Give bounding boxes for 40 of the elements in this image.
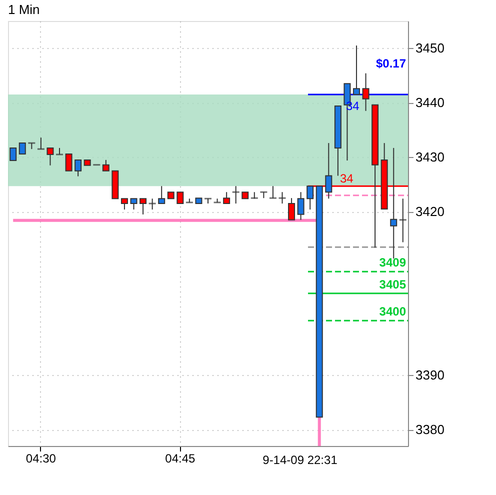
candlestick bbox=[352, 45, 360, 96]
y-tick-label: 3380 bbox=[416, 422, 444, 438]
ref-line-label: 3409 bbox=[379, 256, 406, 270]
candlestick bbox=[325, 142, 332, 200]
x-tick-label: 04:45 bbox=[165, 452, 196, 466]
candlestick bbox=[158, 186, 166, 204]
candlestick bbox=[288, 198, 296, 220]
y-tick-label: 3390 bbox=[416, 368, 444, 383]
ref-line-label: 3405 bbox=[379, 277, 406, 292]
candlestick bbox=[297, 192, 304, 220]
candlestick bbox=[74, 159, 82, 177]
ref-line-label: 3400 bbox=[379, 304, 406, 319]
y-tick-label: 3440 bbox=[416, 95, 444, 110]
candlestick bbox=[130, 198, 138, 210]
candlestick bbox=[390, 147, 398, 260]
chart-title: 1 Min bbox=[8, 2, 40, 17]
candlestick bbox=[362, 72, 370, 112]
candlestick bbox=[46, 147, 54, 166]
y-tick-label: 3430 bbox=[416, 150, 444, 165]
candlestick bbox=[399, 198, 406, 243]
candlestick bbox=[18, 142, 26, 154]
y-tick-label: 3450 bbox=[416, 40, 444, 56]
candlestick bbox=[176, 192, 184, 204]
x-tick-label: 04:30 bbox=[26, 452, 56, 466]
candlestick bbox=[120, 198, 128, 210]
candlestick bbox=[269, 186, 276, 199]
text: 9-14-09 22:31 bbox=[262, 453, 338, 467]
candlestick bbox=[10, 147, 17, 161]
candlestick bbox=[65, 153, 72, 172]
candlestick bbox=[140, 198, 147, 215]
candlestick bbox=[232, 186, 240, 204]
candlestick bbox=[306, 186, 314, 210]
annotation: 34 bbox=[340, 171, 354, 186]
candlestick bbox=[102, 159, 110, 172]
candlestick bbox=[223, 192, 230, 204]
candlestick bbox=[37, 137, 44, 150]
y-tick-label: 3420 bbox=[416, 204, 444, 220]
annotation: $0.17 bbox=[376, 56, 406, 70]
candlestick bbox=[278, 192, 286, 204]
candlestick bbox=[148, 198, 156, 210]
